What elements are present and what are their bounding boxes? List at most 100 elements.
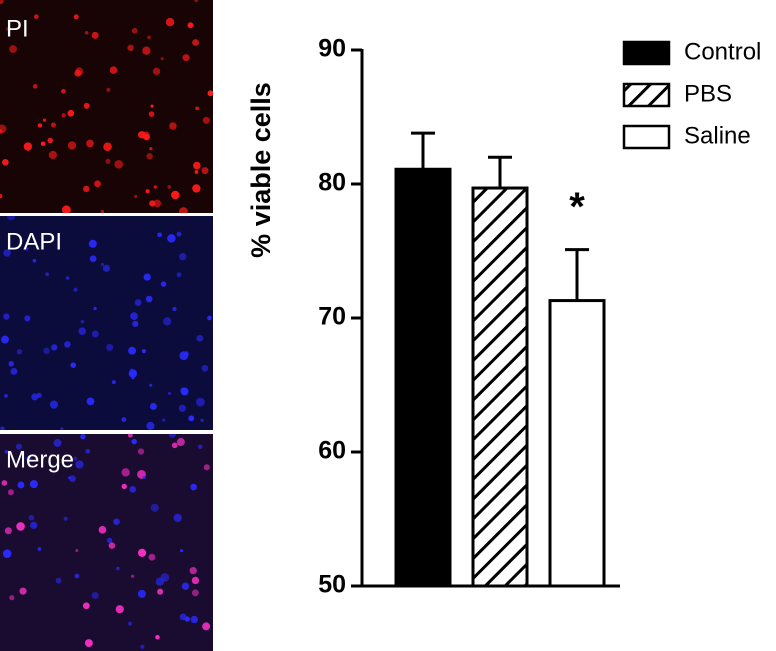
- cell-dot: [7, 216, 16, 221]
- panel-label: Merge: [6, 446, 74, 473]
- cell-dot: [169, 122, 177, 130]
- cell-dot: [83, 185, 90, 193]
- cell-dot: [131, 438, 137, 445]
- cell-dot: [116, 566, 120, 571]
- cell-dot: [143, 273, 151, 281]
- cell-dot: [148, 553, 156, 561]
- cell-dot: [78, 327, 86, 335]
- y-axis-label: % viable cells: [246, 82, 276, 258]
- cell-dot: [73, 287, 78, 292]
- cell-dot: [202, 116, 210, 124]
- cell-dot: [182, 54, 190, 62]
- cell-dot: [145, 189, 150, 194]
- cell-dot: [155, 635, 160, 640]
- cell-dot: [74, 69, 82, 77]
- cell-dot: [89, 255, 97, 263]
- cell-dot: [168, 434, 177, 438]
- cell-dot: [129, 368, 134, 373]
- cell-dot: [157, 588, 164, 595]
- cell-dot: [15, 443, 23, 450]
- bar-chart: 50 60 70 80 90 Control PBS Saline *: [318, 35, 761, 599]
- cell-dot: [55, 577, 62, 584]
- cell-dot: [137, 589, 146, 598]
- cell-dot: [160, 281, 167, 287]
- cell-dot: [64, 341, 71, 348]
- cell-dot: [145, 295, 153, 303]
- cell-dot: [1, 480, 8, 486]
- cell-dot: [30, 521, 38, 529]
- cell-dot: [75, 548, 79, 553]
- cell-dot: [196, 334, 204, 342]
- cell-dot: [167, 234, 176, 243]
- bar: [471, 186, 529, 588]
- cell-dot: [182, 387, 187, 393]
- panel-label: DAPI: [6, 228, 62, 255]
- bar: [548, 299, 606, 588]
- cell-dot: [160, 573, 170, 582]
- cell-dot: [106, 343, 114, 352]
- legend-label: Control: [684, 38, 761, 65]
- cell-dot: [113, 518, 120, 525]
- cell-dot: [134, 194, 138, 198]
- cell-dot: [32, 258, 37, 263]
- cell-dot: [75, 460, 84, 469]
- cell-dot: [191, 576, 200, 585]
- cell-dot: [88, 239, 97, 248]
- cell-dot: [147, 35, 151, 40]
- cell-dot: [40, 141, 46, 146]
- cell-dot: [37, 547, 42, 551]
- cell-dot: [31, 393, 39, 401]
- cell-dot: [100, 262, 105, 267]
- cell-dot: [190, 483, 197, 491]
- cell-dot: [140, 644, 145, 649]
- cell-dot: [106, 87, 111, 92]
- cell-dot: [127, 44, 134, 52]
- legend-label: PBS: [684, 80, 732, 107]
- cell-dot: [161, 418, 166, 422]
- cell-dot: [173, 513, 182, 523]
- bar: [394, 167, 452, 588]
- cell-dot: [0, 193, 3, 199]
- cell-dot: [202, 622, 211, 631]
- cell-dot: [0, 124, 7, 134]
- cell-dot: [9, 595, 15, 601]
- cell-dot: [3, 249, 11, 257]
- cell-dot: [61, 205, 71, 213]
- cell-dot: [60, 427, 64, 430]
- cell-dot: [180, 549, 184, 553]
- cell-dot: [179, 613, 187, 621]
- cell-dot: [142, 476, 146, 480]
- cell-dot: [207, 90, 213, 97]
- cell-dot: [91, 330, 99, 338]
- cell-dot: [203, 464, 210, 471]
- cell-dot: [115, 605, 124, 614]
- cell-dot: [53, 439, 62, 447]
- cell-dot: [153, 185, 158, 189]
- cell-dot: [176, 272, 182, 278]
- cell-dot: [127, 434, 133, 438]
- cell-dot: [93, 306, 97, 311]
- cell-dot: [187, 22, 194, 29]
- cell-dot: [176, 438, 185, 447]
- cell-dot: [179, 253, 187, 261]
- cell-dot: [196, 397, 205, 407]
- cell-dot: [131, 574, 135, 578]
- cell-dot: [131, 376, 135, 380]
- cell-dot: [191, 589, 199, 597]
- cell-dot: [171, 190, 180, 200]
- cell-dot: [109, 66, 118, 74]
- cell-dot: [51, 344, 58, 351]
- cell-dots: [0, 0, 213, 649]
- cell-dot: [7, 489, 14, 496]
- cell-dot: [131, 27, 138, 34]
- cell-dot: [83, 102, 90, 109]
- cell-dot: [198, 444, 203, 450]
- cell-dot: [73, 14, 79, 20]
- cell-dot: [121, 417, 127, 422]
- cell-dot: [80, 319, 85, 324]
- legend-swatch: [622, 124, 671, 150]
- cell-dot: [70, 362, 77, 368]
- cell-dot: [91, 592, 99, 599]
- cell-dot: [10, 368, 18, 375]
- cell-dot: [86, 139, 94, 148]
